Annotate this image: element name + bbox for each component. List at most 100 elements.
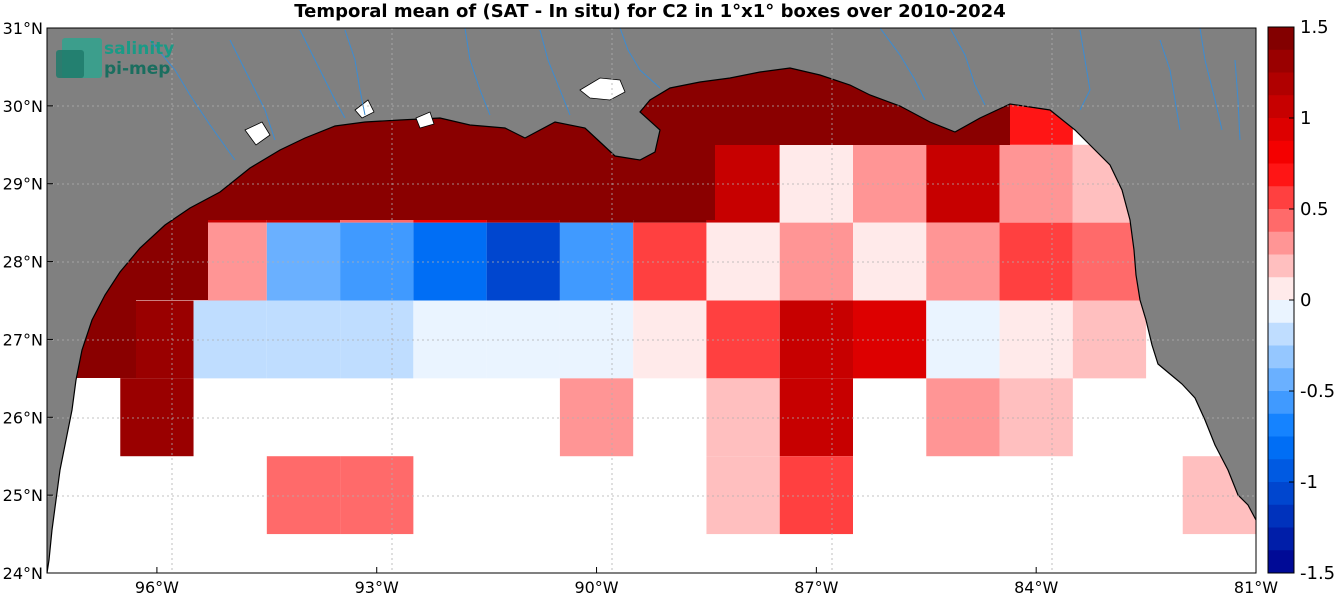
grid-cell bbox=[999, 222, 1073, 301]
grid-cell bbox=[779, 300, 853, 379]
colorbar-step bbox=[1268, 368, 1294, 392]
colorbar-ticks: 1.5 1 0.5 0 -0.5 -1 -1.5 bbox=[1289, 17, 1335, 584]
grid-cell bbox=[1072, 300, 1147, 379]
colorbar-step bbox=[1268, 231, 1294, 255]
grid-cell bbox=[779, 222, 853, 301]
y-tick-label: 24°N bbox=[3, 564, 43, 583]
colorbar-step bbox=[1268, 504, 1294, 528]
colorbar-step bbox=[1268, 300, 1294, 324]
grid-cell bbox=[926, 378, 1000, 457]
colorbar-step bbox=[1268, 254, 1294, 278]
coastline bbox=[47, 67, 1256, 573]
grid-cell bbox=[340, 300, 414, 379]
grid-cell bbox=[559, 378, 634, 457]
x-tick-label: 87°W bbox=[794, 578, 838, 594]
grid-cell bbox=[120, 378, 194, 457]
y-tick-label: 27°N bbox=[3, 330, 43, 349]
colorbar-step bbox=[1268, 482, 1294, 506]
colorbar-tick-label: 1 bbox=[1300, 108, 1311, 129]
colorbar-tick-label: -1 bbox=[1300, 472, 1318, 493]
colorbar-step bbox=[1268, 27, 1294, 51]
us-land bbox=[47, 28, 1256, 573]
colorbar-step bbox=[1268, 345, 1294, 369]
y-tick-label: 31°N bbox=[3, 19, 43, 38]
grid-cell bbox=[486, 222, 560, 301]
pimep-logo: salinity pi-mep bbox=[56, 38, 174, 79]
grid-cell bbox=[413, 300, 487, 379]
grid-cell bbox=[926, 222, 1000, 301]
lake-small-2 bbox=[354, 99, 375, 119]
grid-cell bbox=[340, 456, 414, 535]
logo-line2: pi-mep bbox=[104, 59, 170, 79]
grid-cell bbox=[779, 456, 853, 535]
colorbar-step bbox=[1268, 413, 1294, 437]
lake-small-3 bbox=[415, 111, 435, 129]
grid-cell bbox=[853, 144, 927, 223]
colorbar-step bbox=[1268, 95, 1294, 119]
colorbar-tick-label: -0.5 bbox=[1300, 381, 1335, 402]
map-frame bbox=[46, 27, 1257, 574]
grid-cell bbox=[706, 300, 780, 379]
grid-cell bbox=[853, 300, 927, 379]
coastal-band bbox=[76, 68, 1010, 380]
colorbar-step bbox=[1268, 277, 1294, 301]
grid-cell bbox=[853, 222, 927, 301]
colorbar-step bbox=[1268, 436, 1294, 460]
lake-small-1 bbox=[244, 121, 271, 146]
grid-cell bbox=[559, 222, 634, 301]
y-tick-label: 29°N bbox=[3, 175, 43, 194]
colorbar-step bbox=[1268, 186, 1294, 210]
grid-cell bbox=[999, 378, 1073, 457]
x-tick-label: 90°W bbox=[574, 578, 618, 594]
grid-cell bbox=[779, 144, 853, 223]
colorbar-step bbox=[1268, 459, 1294, 483]
y-axis: 24°N 25°N 26°N 27°N 28°N 29°N 30°N 31°N bbox=[3, 19, 53, 583]
grid-cell bbox=[266, 456, 341, 535]
colorbar-step bbox=[1268, 140, 1294, 164]
colorbar-step bbox=[1268, 527, 1294, 551]
colorbar-step bbox=[1268, 322, 1294, 346]
grid-cell bbox=[706, 378, 780, 457]
x-tick-label: 81°W bbox=[1234, 578, 1278, 594]
colorbar bbox=[1267, 26, 1295, 574]
grid-cell bbox=[486, 300, 560, 379]
grid-cell bbox=[193, 300, 267, 379]
grid-cell bbox=[633, 300, 707, 379]
grid-cell bbox=[706, 222, 780, 301]
lake-pontchartrain bbox=[579, 77, 626, 101]
colorbar-step bbox=[1268, 391, 1294, 415]
rivers bbox=[149, 28, 1241, 161]
y-tick-label: 25°N bbox=[3, 486, 43, 505]
x-tick-label: 93°W bbox=[355, 578, 399, 594]
colorbar-step bbox=[1268, 72, 1294, 96]
colorbar-step bbox=[1268, 49, 1294, 73]
grid-cell bbox=[266, 300, 341, 379]
colorbar-tick-label: 0 bbox=[1300, 290, 1311, 311]
colorbar-tick-label: 0.5 bbox=[1300, 199, 1329, 220]
grid-cell bbox=[633, 222, 707, 301]
y-tick-label: 26°N bbox=[3, 408, 43, 427]
grid-cell bbox=[779, 378, 853, 457]
colorbar-step bbox=[1268, 550, 1294, 574]
grid-cell bbox=[413, 222, 487, 301]
grid-cell bbox=[706, 456, 780, 535]
colorbar-step bbox=[1268, 118, 1294, 142]
grid-cell bbox=[266, 222, 341, 301]
gridlines bbox=[47, 28, 1256, 573]
figure-title: Temporal mean of (SAT - In situ) for C2 … bbox=[294, 1, 1005, 22]
colorbar-step bbox=[1268, 163, 1294, 187]
colorbar-tick-label: 1.5 bbox=[1300, 17, 1329, 38]
grid-cell bbox=[559, 300, 634, 379]
colorbar-step bbox=[1268, 209, 1294, 233]
x-axis: 96°W 93°W 90°W 87°W 84°W 81°W bbox=[135, 567, 1278, 594]
grid-cell bbox=[340, 222, 414, 301]
grid-cell bbox=[999, 144, 1073, 223]
y-tick-label: 28°N bbox=[3, 253, 43, 272]
x-tick-label: 84°W bbox=[1014, 578, 1058, 594]
colorbar-tick-label: -1.5 bbox=[1300, 563, 1335, 584]
x-tick-label: 96°W bbox=[135, 578, 179, 594]
y-tick-label: 30°N bbox=[3, 97, 43, 116]
map-area: salinity pi-mep bbox=[47, 28, 1256, 573]
logo-line1: salinity bbox=[104, 39, 174, 59]
